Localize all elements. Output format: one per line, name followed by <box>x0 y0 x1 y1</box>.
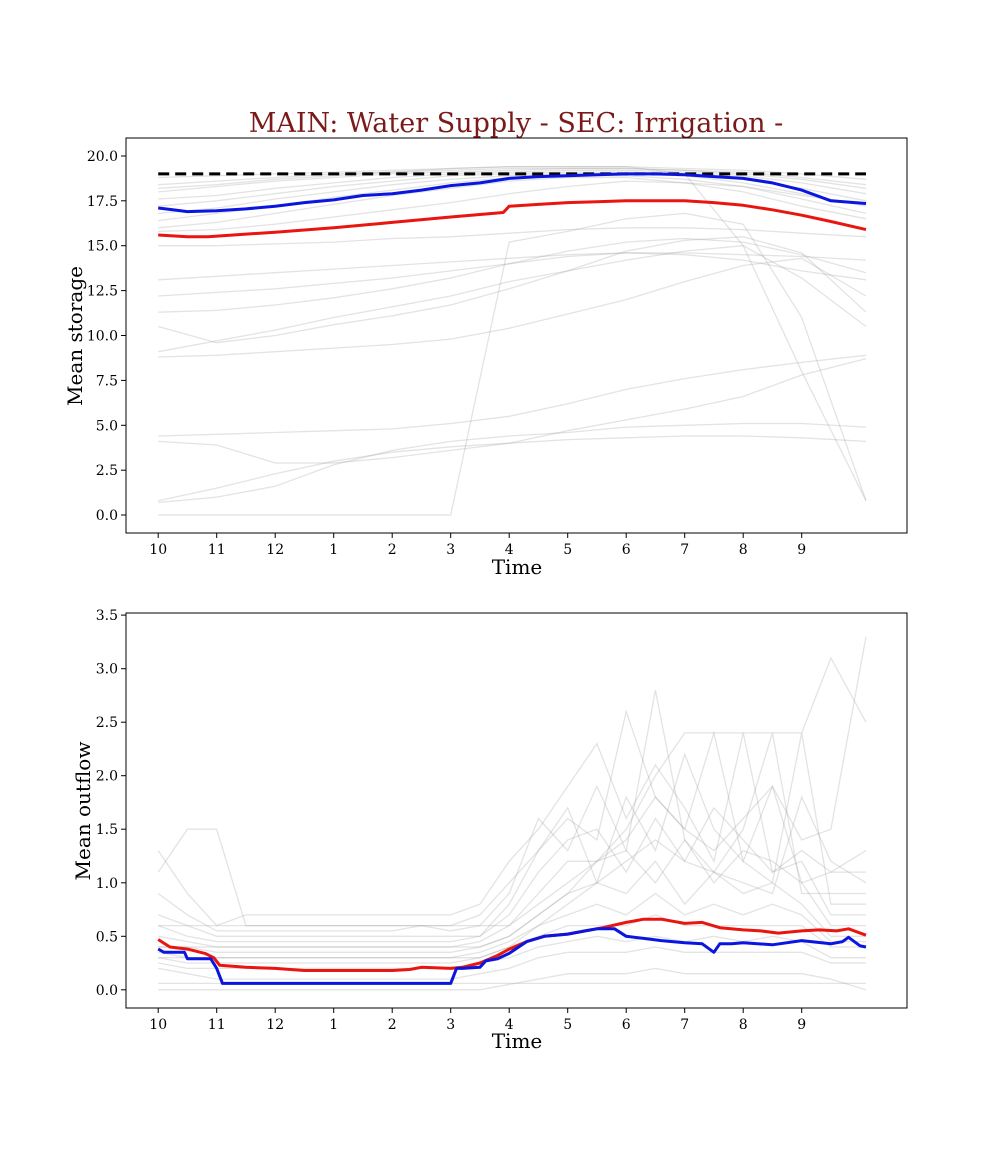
storage-y-tick-label: 17.5 <box>87 194 118 210</box>
outflow-y-tick-label: 0.5 <box>96 929 118 945</box>
storage-y-tick-label: 7.5 <box>96 373 118 389</box>
outflow-x-tick-label: 1 <box>329 1017 338 1033</box>
storage-ensemble-line <box>158 173 867 215</box>
storage-y-tick-label: 2.5 <box>96 463 118 479</box>
storage-ensemble-line <box>158 354 867 437</box>
outflow-x-tick-label: 8 <box>739 1017 748 1033</box>
outflow-red-line <box>157 917 867 972</box>
outflow-y-tick-label: 1.5 <box>96 822 118 838</box>
storage-ensemble-line <box>158 237 867 313</box>
storage-ensemble-line <box>158 212 867 516</box>
storage-x-tick-label: 1 <box>329 542 338 558</box>
storage-x-tick-label: 12 <box>266 542 284 558</box>
storage-ensemble-line <box>158 227 867 247</box>
storage-x-tick-label: 9 <box>797 542 806 558</box>
outflow-y-tick-label: 3.0 <box>96 662 118 678</box>
outflow-y-tick-label: 0.0 <box>96 983 118 999</box>
storage-y-tick-label: 5.0 <box>96 418 118 434</box>
outflow-panel: 0.00.51.01.52.02.53.03.5 10 11 12 1 2 3 4 5 6 7 8 9… <box>71 608 908 1053</box>
outflow-ensemble-line <box>157 709 866 927</box>
storage-ensemble-line <box>158 422 867 504</box>
outflow-x-tick-label: 2 <box>388 1017 397 1033</box>
outflow-ensemble-line <box>158 838 866 948</box>
storage-ensemble-line <box>158 245 867 353</box>
storage-x-tick-label: 11 <box>208 542 226 558</box>
storage-y-tick-label: 0.0 <box>96 508 118 524</box>
outflow-ensemble-line <box>157 732 866 937</box>
outflow-x-tick-label: 12 <box>266 1017 284 1033</box>
storage-y-tick-label: 15.0 <box>87 239 118 255</box>
storage-x-tick-label: 5 <box>563 542 572 558</box>
storage-ensemble-line <box>158 180 867 233</box>
outflow-y-axis-label: Mean outflow <box>71 742 95 881</box>
outflow-y-axis: 0.0 0.5 1.0 1.5 2.0 2.5 3.0 3.5 <box>96 608 126 999</box>
storage-x-axis-label: Time <box>492 555 543 579</box>
storage-ensemble-line <box>158 358 867 464</box>
outflow-series-lines <box>157 917 867 985</box>
storage-series-lines <box>158 172 867 239</box>
storage-y-tick-label: 20.0 <box>87 149 118 165</box>
outflow-y-tick-label: 1.0 <box>96 876 118 892</box>
storage-ensemble-line <box>158 166 867 180</box>
outflow-ensemble-line <box>158 656 867 927</box>
storage-x-axis: 10 11 12 1 2 3 4 5 6 7 8 9 <box>149 533 806 558</box>
outflow-x-tick-label: 4 <box>505 1017 514 1033</box>
storage-y-axis-label: Mean storage <box>63 266 87 406</box>
storage-ensemble-line <box>158 252 867 281</box>
outflow-x-tick-label: 3 <box>446 1017 455 1033</box>
outflow-y-tick-label: 2.0 <box>96 769 118 785</box>
outflow-y-tick-label: 2.5 <box>96 715 118 731</box>
storage-ensemble-line <box>158 166 867 501</box>
storage-x-tick-label: 2 <box>388 542 397 558</box>
storage-ensemble-line <box>158 169 867 200</box>
outflow-x-tick-label: 5 <box>563 1017 572 1033</box>
outflow-x-axis-label: Time <box>492 1029 543 1053</box>
storage-ensemble-line <box>158 167 867 186</box>
outflow-x-tick-label: 9 <box>797 1017 806 1033</box>
outflow-ensemble-line <box>157 732 867 927</box>
storage-x-tick-label: 7 <box>680 542 689 558</box>
outflow-blue-line <box>157 927 867 985</box>
storage-panel: 0.02.55.07.510.012.515.017.520.0 10 11 12 1… <box>63 137 908 579</box>
outflow-ensemble-line <box>158 946 866 980</box>
outflow-x-tick-label: 6 <box>622 1017 631 1033</box>
storage-y-tick-label: 12.5 <box>87 284 118 300</box>
storage-ensemble-line <box>158 257 867 358</box>
storage-red-line <box>158 199 867 239</box>
storage-ensemble-line <box>158 435 867 502</box>
storage-ensemble-lines <box>158 166 867 516</box>
outflow-ensemble-line <box>158 967 867 991</box>
storage-ensemble-line <box>158 236 867 344</box>
outflow-x-tick-label: 11 <box>208 1017 226 1033</box>
storage-x-tick-label: 6 <box>622 542 631 558</box>
storage-ensemble-line <box>158 252 867 297</box>
outflow-ensemble-line <box>158 860 866 953</box>
storage-ensemble-line <box>158 176 867 229</box>
storage-x-tick-label: 8 <box>739 542 748 558</box>
outflow-x-axis: 10 11 12 1 2 3 4 5 6 7 8 9 <box>149 1008 806 1033</box>
outflow-plot-frame <box>125 612 908 1009</box>
storage-x-tick-label: 10 <box>149 542 167 558</box>
storage-y-tick-label: 10.0 <box>87 329 118 345</box>
chart-title: MAIN: Water Supply - SEC: Irrigation - <box>249 108 783 139</box>
outflow-ensemble-line <box>158 892 866 959</box>
outflow-ensemble-line <box>157 806 866 943</box>
outflow-ensemble-line <box>157 689 866 932</box>
outflow-x-tick-label: 10 <box>149 1017 167 1033</box>
outflow-y-tick-label: 3.5 <box>96 608 118 624</box>
storage-x-tick-label: 4 <box>505 542 514 558</box>
outflow-ensemble-line <box>158 914 866 964</box>
storage-blue-line <box>158 172 867 214</box>
storage-x-tick-label: 3 <box>446 542 455 558</box>
storage-y-axis: 0.0 2.5 5.0 7.5 10.0 12.5 15.0 17.5 20.0 <box>87 149 126 524</box>
outflow-ensemble-line <box>158 795 867 959</box>
outflow-ensemble-line <box>158 636 867 948</box>
outflow-x-tick-label: 7 <box>680 1017 689 1033</box>
